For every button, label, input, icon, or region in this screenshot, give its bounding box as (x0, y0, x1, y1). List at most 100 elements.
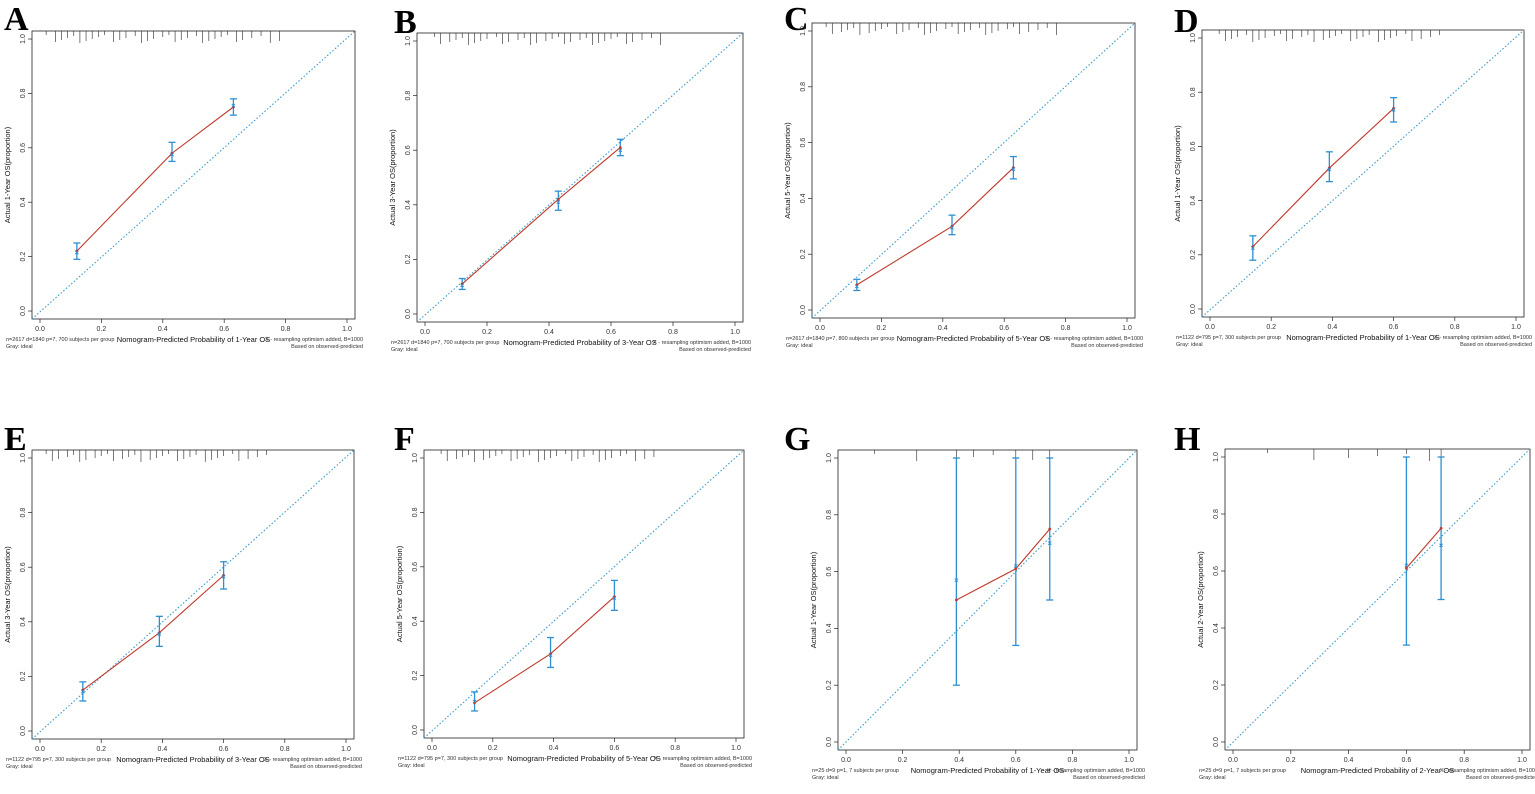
y-tick-label: 0.2 (1190, 250, 1197, 260)
y-tick-label: 0.8 (412, 507, 419, 517)
note-right: Based on observed-predicted (1460, 342, 1532, 348)
y-tick-label: 1.0 (20, 34, 27, 44)
calibration-point (1439, 526, 1443, 530)
y-tick-label: 0.0 (412, 725, 419, 735)
bias-corrected-point (472, 699, 477, 704)
note-left: n=2617 d=1840 p=7, 800 subjects per grou… (786, 336, 894, 342)
y-tick-label: 0.0 (405, 309, 412, 319)
calibration-line (856, 167, 1014, 286)
x-tick-label: 0.4 (549, 745, 559, 752)
y-tick-label: 1.0 (20, 453, 27, 463)
panel-a: A 0.0 0.2 0.4 0.6 0.8 1.0 0.0 0.2 0.4 0.6 0.8 1.0 Nom… (0, 0, 380, 375)
bias-corrected-mark (1011, 167, 1016, 172)
bias-corrected-point (1404, 563, 1409, 568)
plot-frame (837, 449, 1138, 751)
y-tick-label: 0.8 (1213, 509, 1220, 519)
y-tick-label: 1.0 (412, 453, 419, 463)
panel-c: C 0.0 0.2 0.4 0.6 0.8 1.0 0.0 0.2 0.4 0.6 0.8 1.0 Nom… (780, 0, 1160, 375)
calibration-point (618, 146, 622, 149)
x-tick-label: 0.2 (1266, 324, 1276, 331)
y-tick-label: 0.4 (405, 200, 412, 210)
y-tick-label: 0.2 (405, 254, 412, 264)
y-tick-label: 0.0 (20, 306, 27, 316)
x-tick-label: 0.6 (610, 745, 620, 752)
y-tick-label: 1.0 (1213, 452, 1220, 462)
calibration-point (1048, 527, 1052, 531)
x-tick-label: 1.0 (1122, 325, 1132, 332)
note-right: Based on observed-predicted (1071, 343, 1143, 349)
y-tick-label: 0.6 (1190, 141, 1197, 151)
note-right: X - resampling optimism added, B=1000 (1047, 768, 1145, 774)
calibration-chart-h: H 0.0 0.2 0.4 0.6 0.8 1.0 0.0 0.2 0.4 0.6 0.8 1.0 Nom… (1174, 421, 1535, 781)
y-tick-label: 0.2 (1213, 680, 1220, 690)
bias-corrected-point (1250, 246, 1255, 250)
calibration-chart-d: D 0.0 0.2 0.4 0.6 0.8 1.0 0.0 0.2 0.4 0.6 0.8 1.0 Nom… (1173, 3, 1532, 348)
panel-e: E 0.0 0.2 0.4 0.6 0.8 1.0 0.0 0.2 0.4 0.6 0.8 1.0 Nom… (0, 420, 380, 792)
x-tick-label: 0.0 (35, 326, 45, 333)
x-tick-label: 0.6 (219, 326, 229, 333)
y-tick-label: 0.2 (20, 252, 27, 262)
x-tick-label: 0.8 (1061, 325, 1071, 332)
x-tick-label: 0.4 (158, 326, 168, 333)
note-left: Gray: ideal (391, 347, 418, 353)
x-tick-label: 0.8 (281, 326, 291, 333)
bias-corrected-point (460, 283, 465, 288)
bias-corrected-mark (612, 596, 617, 600)
bias-corrected-mark (1327, 167, 1332, 172)
x-tick-label: 0.0 (1205, 324, 1215, 331)
bias-corrected-point (556, 200, 561, 204)
bias-corrected-point (1391, 107, 1396, 112)
x-tick-label: 0.6 (606, 329, 616, 336)
panel-label: G (784, 421, 810, 458)
plot-frame (1201, 29, 1525, 318)
note-left: n=25 d=9 p=1, 7 subjects per group (1199, 768, 1286, 774)
x-tick-label: 0.6 (219, 746, 229, 753)
x-tick-label: 0.2 (1286, 757, 1296, 764)
bias-corrected-point (548, 653, 553, 658)
y-tick-label: 0.4 (412, 616, 419, 626)
note-right: Based on observed-predicted (679, 347, 751, 353)
y-tick-label: 0.6 (412, 562, 419, 572)
x-tick-label: 0.0 (815, 325, 825, 332)
ideal-line (416, 32, 744, 323)
calibration-chart-g: G 0.0 0.2 0.4 0.6 0.8 1.0 0.0 0.2 0.4 0.6 0.8 1.0 Nom… (784, 421, 1145, 781)
ideal-line (837, 449, 1138, 751)
calibration-chart-c: C 0.0 0.2 0.4 0.6 0.8 1.0 0.0 0.2 0.4 0.6 0.8 1.0 Nom… (783, 1, 1143, 349)
y-tick-label: 0.4 (20, 617, 27, 627)
y-tick-label: 0.4 (800, 193, 807, 203)
note-right: X - resampling optimism added, B=1000 (265, 337, 363, 343)
plot-frame (811, 22, 1136, 319)
y-tick-label: 1.0 (1190, 33, 1197, 43)
x-tick-label: 0.4 (1328, 324, 1338, 331)
bias-corrected-mark (221, 574, 226, 579)
y-tick-label: 0.4 (20, 197, 27, 207)
bias-corrected-point (854, 284, 859, 289)
calibration-point (556, 197, 560, 201)
calibration-point (1405, 566, 1408, 570)
bias-corrected-point (170, 152, 174, 157)
bias-corrected-mark (950, 225, 954, 230)
y-tick-label: 0.4 (1213, 623, 1220, 633)
y-axis-title: Actual 3-Year OS(proportion) (3, 546, 12, 643)
calibration-line (956, 528, 1051, 601)
note-left: Gray: ideal (786, 343, 813, 349)
y-tick-label: 0.6 (800, 138, 807, 148)
x-tick-label: 0.2 (482, 329, 492, 336)
x-tick-label: 0.0 (35, 746, 45, 753)
calibration-line (461, 147, 621, 285)
x-axis-title: Nomogram-Predicted Probability of 5-Year… (897, 334, 1051, 343)
bias-corrected-mark (854, 284, 859, 289)
bias-corrected-point (74, 250, 79, 255)
bias-corrected-point (1439, 543, 1443, 548)
y-tick-label: 0.4 (826, 623, 833, 633)
bias-corrected-mark (1391, 107, 1396, 112)
x-axis-title: Nomogram-Predicted Probability of 2-Year… (1301, 766, 1455, 775)
x-tick-label: 0.8 (1459, 757, 1469, 764)
bias-corrected-mark (1013, 564, 1018, 568)
x-tick-label: 1.0 (1511, 324, 1521, 331)
panel-h: H 0.0 0.2 0.4 0.6 0.8 1.0 0.0 0.2 0.4 0.6 0.8 1.0 Nom… (1170, 420, 1535, 792)
y-tick-label: 0.8 (826, 510, 833, 520)
x-tick-label: 0.8 (1450, 324, 1460, 331)
x-tick-label: 0.4 (938, 325, 948, 332)
note-left: n=2617 d=1840 p=7, 700 subjects per grou… (391, 340, 499, 346)
